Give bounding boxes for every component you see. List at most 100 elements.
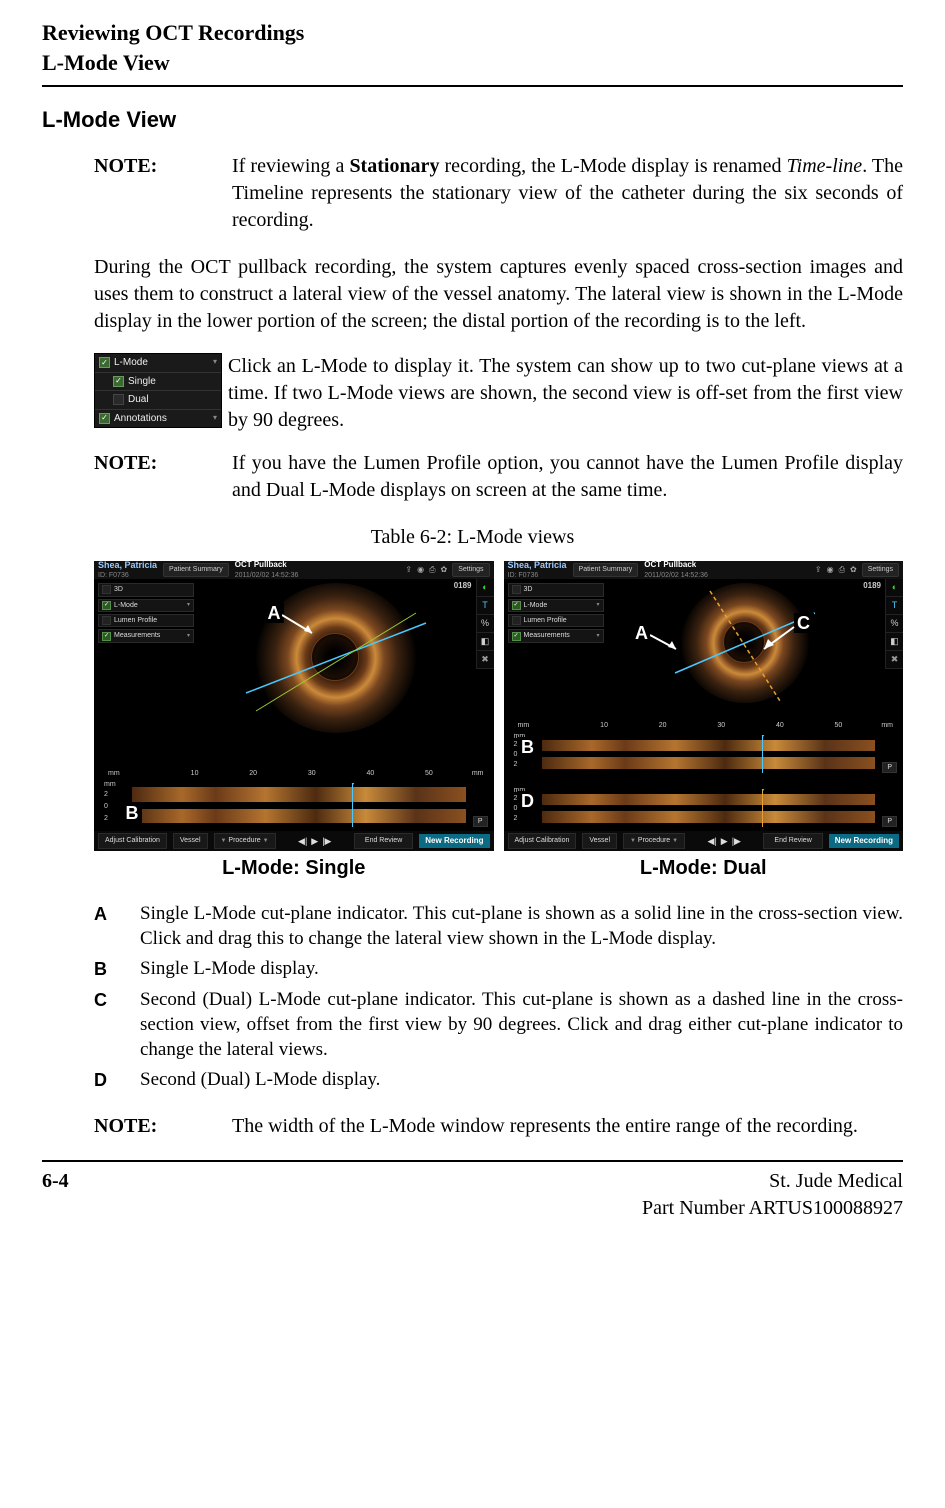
page-footer: 6-4 St. Jude Medical Part Number ARTUS10… [42,1168,903,1222]
lmode-strip-2[interactable]: mm 2 0 2 P [508,787,900,829]
chevron-down-icon: ▾ [213,413,217,424]
screenshot-single-col: Shea, Patricia ID: F0736 Patient Summary… [94,561,494,882]
note-label: NOTE: [94,450,232,504]
usb-icon[interactable]: ⇪ [405,565,412,576]
arrow-icon [760,623,796,653]
disc-icon[interactable]: ◉ [417,565,424,576]
menu-single-label: Single [128,375,156,389]
p-button[interactable]: P [882,762,897,773]
patient-block: Shea, Patricia ID: F0736 [508,559,567,581]
settings-button[interactable]: Settings [452,563,489,576]
callout-c: C [794,613,814,633]
sidebar-measurements[interactable]: ✓Measurements▾ [98,629,194,642]
tool-icon[interactable]: % [886,615,903,633]
position-indicator[interactable] [762,789,763,827]
sidebar-3d[interactable]: 3D [508,583,604,596]
print-icon[interactable]: ⎙ [839,565,845,576]
p-button[interactable]: P [882,816,897,827]
check-icon: ✓ [102,632,111,641]
playback-controls: ◀| ▶ |▶ [298,835,331,847]
adjust-calibration-button[interactable]: Adjust Calibration [508,833,577,848]
print-icon[interactable]: ⎙ [429,565,435,576]
gear-icon[interactable]: ✿ [850,565,857,576]
position-indicator[interactable] [352,783,353,827]
procedure-dropdown[interactable]: ▼ Procedure ▼ [214,833,276,848]
screenshot-dual-col: Shea, Patricia ID: F0736 Patient Summary… [504,561,904,882]
bottom-toolbar: Adjust Calibration Vessel ▼ Procedure ▼ … [504,831,904,851]
note1-bold: Stationary [349,155,439,177]
p-button[interactable]: P [473,816,488,827]
play-button[interactable]: ▶ [311,835,318,847]
prev-button[interactable]: ◀| [298,835,307,847]
menu-row-annotations[interactable]: ✓Annotations▾ [95,410,221,428]
bottom-toolbar: Adjust Calibration Vessel ▼ Procedure ▼ … [94,831,494,851]
sidebar-3d[interactable]: 3D [98,583,194,596]
legend-key: B [94,957,140,982]
left-sidebar: 3D ✓L-Mode▾ Lumen Profile ✓Measurements▾ [508,583,604,645]
lmode-strip-single[interactable]: mm 10 20 30 40 50 mm mm 2 0 2 [98,781,490,829]
tool-icon[interactable]: ◐ [886,579,903,597]
recording-title-block: OCT Pullback 2011/02/02 14:52:36 [235,560,299,580]
sidebar-lmode[interactable]: ✓L-Mode▾ [98,599,194,612]
tool-delete-icon[interactable]: ✖ [477,651,494,669]
chevron-down-icon: ▾ [213,357,217,368]
screenshot-row: Shea, Patricia ID: F0736 Patient Summary… [94,561,903,882]
end-review-button[interactable]: End Review [763,833,822,848]
lmode-ruler: mm 10 20 30 40 50 mm [546,721,872,733]
gear-icon[interactable]: ✿ [441,565,448,576]
cross-section-view[interactable] [200,583,472,733]
ruler-unit-right: mm [472,769,484,778]
lmode-strip-1[interactable]: mm 10 20 30 40 50 mm mm 2 0 2 [508,733,900,775]
vessel-button[interactable]: Vessel [582,833,617,848]
tool-icon[interactable]: ◧ [886,633,903,651]
tool-icon[interactable]: ◐ [477,579,494,597]
tool-delete-icon[interactable]: ✖ [886,651,903,669]
position-indicator[interactable] [762,735,763,773]
patient-summary-button[interactable]: Patient Summary [573,563,639,576]
prev-button[interactable]: ◀| [708,835,717,847]
tool-icon[interactable]: % [477,615,494,633]
tool-text-icon[interactable]: T [477,597,494,615]
tool-text-icon[interactable]: T [886,597,903,615]
end-review-button[interactable]: End Review [354,833,413,848]
callout-a: A [632,623,652,643]
patient-id: ID: F0736 [98,571,157,580]
usb-icon[interactable]: ⇪ [815,565,822,576]
left-sidebar: 3D ✓L-Mode▾ Lumen Profile ✓Measurements▾ [98,583,194,645]
next-button[interactable]: |▶ [322,835,331,847]
menu-callout-row: ✓L-Mode▾ ✓Single Dual ✓Annotations▾ Clic… [94,353,903,434]
header-chapter: Reviewing OCT Recordings [42,18,903,48]
menu-lmode-label: L-Mode [114,356,148,370]
tool-icon[interactable]: ◧ [477,633,494,651]
page-header: Reviewing OCT Recordings L-Mode View [42,18,903,77]
sidebar-lumen[interactable]: Lumen Profile [98,614,194,627]
menu-row-single[interactable]: ✓Single [95,373,221,392]
legend-row-b: B Single L-Mode display. [94,957,903,982]
header-section: L-Mode View [42,48,903,78]
settings-button[interactable]: Settings [862,563,899,576]
sidebar-lmode[interactable]: ✓L-Mode▾ [508,599,604,612]
vessel-button[interactable]: Vessel [173,833,208,848]
new-recording-button[interactable]: New Recording [829,834,899,849]
check-icon [102,616,111,625]
play-button[interactable]: ▶ [721,835,728,847]
chevron-down-icon: ▾ [187,632,190,640]
chevron-down-icon: ▾ [187,601,190,609]
arrow-icon [650,629,684,653]
menu-row-lmode[interactable]: ✓L-Mode▾ [95,354,221,373]
patient-summary-button[interactable]: Patient Summary [163,563,229,576]
caption-single: L-Mode: Single [94,855,494,882]
note-lumen-profile: NOTE: If you have the Lumen Profile opti… [94,450,903,504]
right-toolbar: ◐ T % ◧ ✖ [885,579,903,669]
legend-text: Single L-Mode cut-plane indicator. This … [140,902,903,951]
sidebar-measurements[interactable]: ✓Measurements▾ [508,629,604,642]
next-button[interactable]: |▶ [732,835,741,847]
lmode-body [542,735,876,773]
check-icon [512,616,521,625]
menu-row-dual[interactable]: Dual [95,391,221,410]
procedure-dropdown[interactable]: ▼ Procedure ▼ [623,833,685,848]
adjust-calibration-button[interactable]: Adjust Calibration [98,833,167,848]
disc-icon[interactable]: ◉ [827,565,834,576]
sidebar-lumen[interactable]: Lumen Profile [508,614,604,627]
new-recording-button[interactable]: New Recording [419,834,489,849]
